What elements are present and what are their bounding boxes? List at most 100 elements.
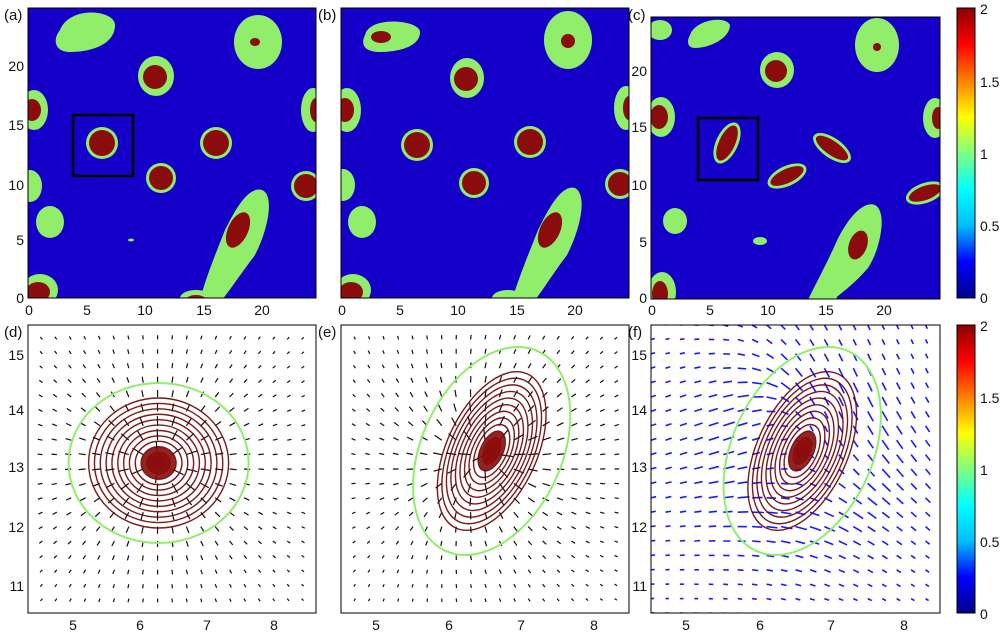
red-core [770,166,804,186]
quiver-arrow [395,526,400,531]
quiver-arrow [186,468,198,473]
quiver-arrow [737,407,749,413]
quiver-arrow [39,365,43,369]
quiver-arrow [542,511,549,517]
quiver-arrow [679,437,688,441]
quiver-arrow [867,382,873,392]
quiver-arrow [513,555,517,560]
quiver-arrow [542,453,552,456]
quiver-arrow [185,376,189,383]
quiver-arrow [910,540,917,546]
green-blob [28,170,42,202]
quiver-arrow [185,390,190,398]
contour-outer [412,346,572,556]
quiver-arrow [367,583,371,588]
quiver-arrow [852,583,859,588]
quiver-arrow [651,466,657,470]
quiver-arrow [301,409,306,412]
quiver-arrow [111,555,115,561]
quiver-arrow [69,598,72,602]
quiver-arrow [600,453,606,456]
quiver-arrow [272,482,278,485]
quiver-arrow [809,525,822,532]
y-tick-label: 0 [639,290,647,306]
quiver-arrow [396,569,400,574]
colorbar-tick-label: 2 [980,1,988,17]
quiver-arrow [171,362,174,369]
quiver-arrow [51,423,58,427]
quiver-arrow [484,540,488,547]
red-core [89,130,115,156]
contour-line [445,384,538,518]
quiver-arrow [780,338,787,346]
quiver-arrow [437,404,443,412]
quiver-arrow [665,451,672,456]
colorbar-tick-label: 0.5 [980,534,1000,550]
quiver-arrow [924,396,930,404]
quiver-arrow [809,425,814,432]
quiver-arrow [243,364,248,369]
quiver-arrow [910,425,917,434]
contour-line [99,408,218,518]
quiver-arrow [54,598,58,602]
quiver-arrow [737,338,744,342]
quiver-arrow [171,376,174,383]
quiver-arrow [571,497,578,501]
contour-line [472,423,511,479]
contours-e [412,346,572,556]
quiver-arrow [780,569,788,573]
quiver-arrow [737,451,748,456]
contour-line [751,377,853,525]
contour-line [769,404,835,498]
quiver-arrow [83,598,87,602]
quiver-arrow [694,394,702,398]
x-tick-label: 0 [338,302,346,318]
x-tick-label: 0 [648,302,656,318]
quiver-arrow [896,569,902,574]
quiver-arrow [498,569,502,574]
quiver-arrow [556,598,560,602]
quiver-arrow [795,497,804,501]
quiver-arrow [881,425,890,437]
quiver-arrow [838,396,845,407]
colorbar-tick-label: 1 [980,146,988,162]
quiver-arrow [365,482,370,485]
quiver-arrow [513,482,522,490]
quiver-arrow [28,512,29,513]
quiver-arrow [82,569,87,574]
quiver-arrow [272,365,276,369]
quiver-arrow [896,583,901,588]
quiver-arrow [679,510,687,513]
quiver-arrow [838,554,847,560]
x-tick-label: 5 [682,617,690,633]
quiver-arrow [556,335,560,340]
quiver-arrow [737,367,747,370]
quiver-arrow [393,482,399,486]
quiver-arrow [94,511,101,518]
quiver-arrow [896,554,902,560]
quiver-arrow [112,598,115,603]
y-tick-label: 10 [631,177,647,193]
quiver-arrow [542,436,551,441]
quiver-arrow [852,468,860,476]
y-tick-label: 5 [16,232,24,248]
quiver-arrow [571,526,576,530]
quiver-arrow [571,378,576,384]
quiver-arrow [422,497,428,503]
y-tick-label: 10 [8,177,24,193]
quiver-arrow [127,598,130,603]
quiver-arrow [838,540,848,546]
quiver-arrow [881,454,890,465]
quiver-arrow [301,365,305,369]
quiver-arrow [809,367,817,378]
quiver-arrow [435,482,443,489]
quiver-arrow [257,569,262,573]
quiver-arrow [141,362,144,369]
quiver-arrow [895,382,901,390]
quiver-arrow [200,435,209,441]
quiver-arrow [200,419,207,427]
quiver-arrow [599,598,603,601]
green-blob [687,19,730,48]
quiver-arrow [396,349,400,355]
quiver-arrow [679,380,686,384]
